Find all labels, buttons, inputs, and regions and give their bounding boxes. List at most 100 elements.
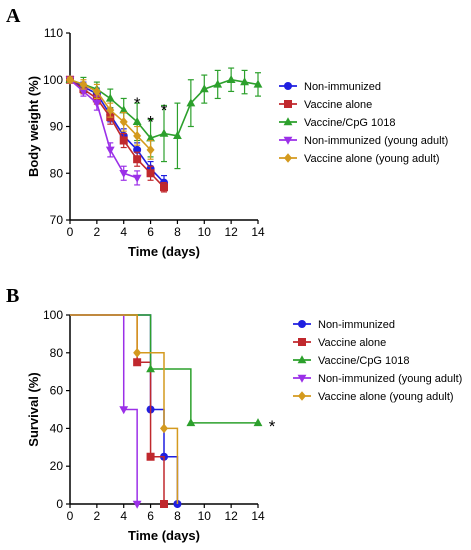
y-tick-label: 60 bbox=[50, 384, 64, 398]
data-point bbox=[160, 500, 168, 508]
x-tick-label: 10 bbox=[198, 509, 212, 523]
legend-marker bbox=[284, 82, 292, 90]
x-axis-title: Time (days) bbox=[128, 528, 200, 543]
significance-marker: * bbox=[134, 94, 141, 113]
legend-label: Non-immunized bbox=[318, 319, 395, 331]
legend-label: Vaccine alone (young adult) bbox=[304, 153, 440, 165]
data-point bbox=[159, 128, 169, 137]
y-axis-title: Survival (%) bbox=[26, 372, 41, 446]
y-axis-title: Body weight (%) bbox=[26, 76, 41, 177]
significance-marker: * bbox=[147, 112, 154, 131]
legend-label: Vaccine alone (young adult) bbox=[318, 391, 454, 403]
x-tick-label: 2 bbox=[94, 225, 101, 239]
data-point bbox=[146, 364, 155, 373]
y-tick-label: 90 bbox=[50, 120, 64, 134]
series-4 bbox=[70, 314, 179, 504]
data-point bbox=[119, 117, 128, 127]
data-point bbox=[132, 500, 142, 509]
data-point bbox=[79, 79, 88, 90]
data-point bbox=[132, 117, 142, 126]
panel-b-chart: 0 2 4 6 8 10 12 14 0 20 40 60 80 100 Time (days) Surviv… bbox=[26, 308, 462, 543]
x-tick-label: 8 bbox=[174, 509, 181, 523]
series-1 bbox=[66, 75, 168, 193]
data-point bbox=[240, 77, 249, 86]
data-point bbox=[146, 133, 155, 142]
series-2 bbox=[70, 314, 263, 427]
data-point bbox=[253, 418, 263, 427]
data-point bbox=[79, 88, 88, 97]
y-tick-label: 100 bbox=[43, 73, 63, 87]
legend-label: Vaccine/CpG 1018 bbox=[318, 355, 410, 367]
x-tick-label: 12 bbox=[224, 509, 238, 523]
legend-marker bbox=[284, 153, 292, 163]
x-tick-label: 6 bbox=[147, 509, 154, 523]
data-point bbox=[119, 170, 129, 179]
y-tick-label: 0 bbox=[56, 497, 63, 511]
x-tick-label: 0 bbox=[67, 509, 74, 523]
data-point bbox=[133, 155, 142, 164]
x-tick-label: 8 bbox=[174, 225, 181, 239]
data-point bbox=[146, 145, 155, 155]
legend-label: Vaccine alone bbox=[318, 337, 386, 349]
significance-marker: * bbox=[161, 101, 168, 120]
survival-step-line bbox=[70, 314, 179, 504]
data-point bbox=[253, 79, 263, 88]
legend-marker bbox=[284, 100, 292, 108]
data-point bbox=[133, 131, 142, 141]
data-point bbox=[105, 146, 115, 155]
series-4 bbox=[66, 74, 155, 160]
x-tick-label: 12 bbox=[224, 225, 238, 239]
data-point bbox=[119, 406, 129, 415]
data-point bbox=[186, 418, 196, 427]
data-point bbox=[199, 84, 209, 93]
data-point bbox=[119, 105, 129, 114]
y-tick-label: 110 bbox=[44, 26, 63, 40]
x-tick-label: 0 bbox=[67, 225, 74, 239]
data-point bbox=[146, 452, 155, 461]
series-3 bbox=[70, 314, 142, 509]
y-tick-label: 40 bbox=[50, 421, 64, 435]
legend-label: Non-immunized bbox=[304, 81, 381, 93]
data-point bbox=[160, 183, 168, 192]
panel-b-letter: B bbox=[6, 285, 19, 307]
data-point bbox=[186, 98, 196, 107]
legend-marker bbox=[298, 391, 306, 401]
data-point bbox=[133, 348, 142, 358]
legend-marker bbox=[283, 136, 293, 145]
data-point bbox=[106, 105, 115, 115]
x-tick-label: 4 bbox=[120, 509, 127, 523]
data-point bbox=[105, 93, 115, 102]
data-point bbox=[213, 79, 223, 88]
y-tick-label: 100 bbox=[43, 308, 63, 322]
x-tick-label: 14 bbox=[251, 225, 265, 239]
legend-marker bbox=[297, 374, 307, 383]
significance-marker: * bbox=[269, 417, 276, 436]
data-point bbox=[173, 131, 182, 140]
x-tick-label: 4 bbox=[120, 225, 127, 239]
legend-label: Non-immunized (young adult) bbox=[304, 135, 448, 147]
data-point bbox=[133, 358, 142, 367]
data-point bbox=[226, 74, 236, 83]
y-tick-label: 80 bbox=[50, 166, 64, 180]
y-tick-label: 80 bbox=[50, 346, 64, 360]
survival-step-line bbox=[70, 314, 138, 504]
legend-marker bbox=[298, 320, 306, 328]
legend-label: Non-immunized (young adult) bbox=[318, 373, 462, 385]
legend-marker bbox=[298, 338, 306, 346]
x-tick-label: 10 bbox=[198, 225, 212, 239]
y-tick-label: 20 bbox=[50, 459, 64, 473]
legend-marker bbox=[283, 117, 293, 126]
legend-label: Vaccine alone bbox=[304, 99, 372, 111]
legend-label: Vaccine/CpG 1018 bbox=[304, 117, 396, 129]
data-point bbox=[132, 174, 142, 183]
data-point bbox=[119, 136, 128, 145]
data-point bbox=[146, 169, 155, 178]
data-point bbox=[92, 99, 102, 108]
data-point bbox=[66, 74, 74, 85]
x-tick-label: 6 bbox=[147, 225, 154, 239]
data-point bbox=[160, 423, 168, 434]
x-tick-label: 14 bbox=[251, 509, 265, 523]
x-axis-title: Time (days) bbox=[128, 244, 200, 259]
legend-marker bbox=[297, 355, 307, 364]
